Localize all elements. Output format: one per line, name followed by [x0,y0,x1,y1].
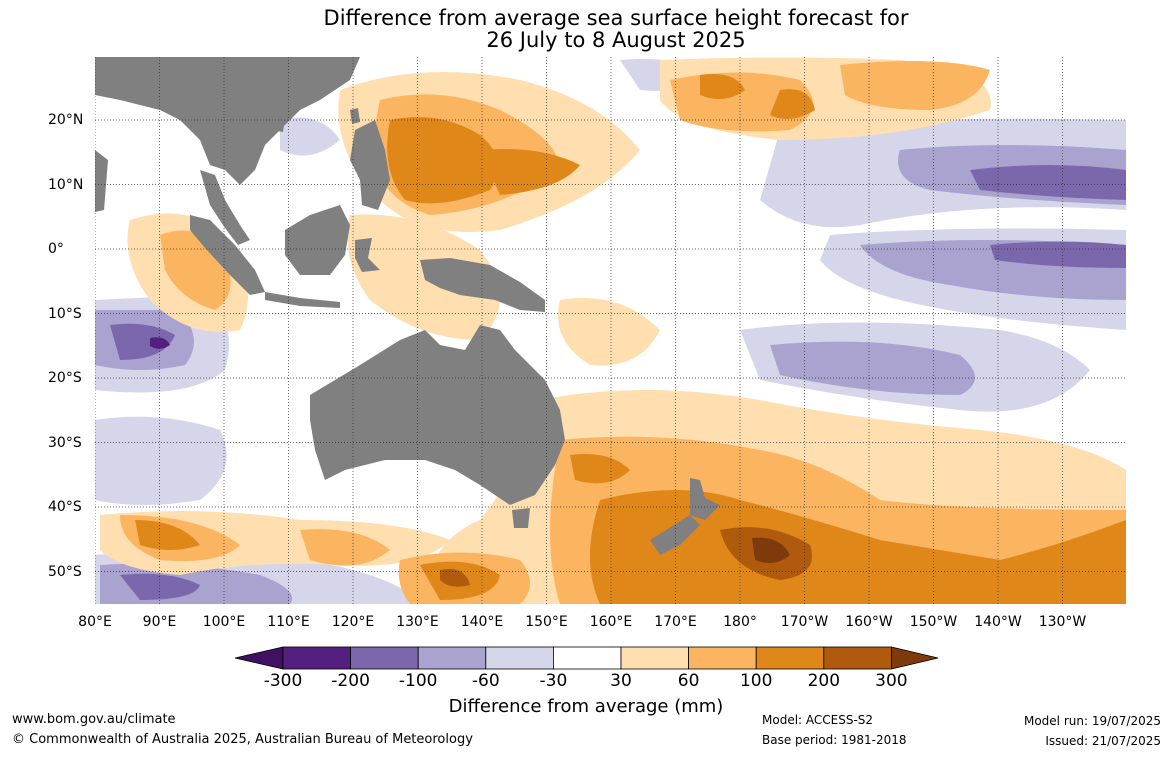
map-title-line1: Difference from average sea surface heig… [323,6,909,30]
issued-date: Issued: 21/07/2025 [1045,734,1161,748]
latitude-label: 30°S [48,434,82,451]
anomaly-darkest-purple [150,337,170,349]
anomaly-dark-orange [570,454,630,484]
anomaly-dark-orange [480,149,580,195]
longitude-label: 160°E [589,614,633,630]
colorbar-segment [417,646,487,670]
longitude-label: 110°E [267,614,310,630]
colorbar-segment [620,646,689,670]
colorbar-arrow-left [234,646,284,670]
latitude-label: 10°S [48,305,82,322]
anomaly-dark-purple [120,573,200,600]
longitude-label: 140°E [460,614,504,630]
anomaly-orange [840,61,990,110]
asia-mainland [95,57,360,185]
anomaly-orange [300,529,390,566]
anomaly-dark-orange [700,74,745,99]
sumatra [190,215,265,295]
latitude-label: 10°N [48,176,84,193]
website-link[interactable]: www.bom.gov.au/climate [12,712,176,727]
colorbar-tick-label: -200 [331,671,370,691]
copyright-text: © Commonwealth of Australia 2025, Austra… [12,732,473,747]
anomaly-light-orange [558,298,660,366]
anomaly-dark-orange [387,117,498,204]
colorbar-tick-label: -30 [539,671,568,691]
java [265,292,340,308]
anomaly-dark-orange [590,490,1126,604]
new-zealand-south [650,515,700,555]
colorbar [234,646,939,670]
anomaly-light-orange [347,214,500,340]
longitude-label: 130°W [1038,614,1087,630]
latitude-label: 20°S [48,370,82,386]
colorbar-tick-label: 100 [739,671,773,691]
anomaly-light-purple [280,117,340,156]
colorbar-segment [282,646,351,670]
anomaly-darkest-brown [752,537,790,564]
anomaly-dark-purple [970,165,1126,200]
model-name: Model: ACCESS-S2 [762,713,874,727]
longitude-label: 180° [723,614,757,630]
longitude-label: 170°E [654,614,697,630]
borneo [285,205,350,275]
model-run-date: Model run: 19/07/2025 [1023,714,1161,728]
longitude-label: 130°E [396,614,439,630]
latitude-label: 40°S [48,499,82,515]
base-period: Base period: 1981-2018 [762,733,907,747]
longitude-label: 150°E [525,614,568,630]
land [95,57,720,555]
longitude-label: 120°E [331,614,375,630]
map-title-line2: 26 July to 8 August 2025 [486,28,746,52]
colorbar-segment [755,646,825,670]
anomaly-dark-purple [990,241,1126,268]
colorbar-tick-label: 300 [875,671,908,691]
indochina-tip [95,150,108,212]
colorbar-segment [823,646,892,670]
anomaly-brown [440,569,470,587]
new-zealand-north [690,478,720,520]
longitude-label: 100°E [202,614,246,630]
colorbar-title: Difference from average (mm) [448,696,724,717]
longitude-label: 170°W [780,614,829,630]
colorbar-segment [350,646,419,670]
colorbar-arrow-right [891,646,939,670]
longitude-label: 160°W [845,614,893,630]
colorbar-segment [688,646,757,670]
longitude-label: 140°W [974,614,1022,630]
latitude-label: 20°N [48,112,84,128]
colorbar-segment [485,646,554,670]
colorbar-tick-label: 30 [610,671,632,691]
tasmania [512,508,530,528]
gridlines [95,57,1126,604]
colorbar-segment [553,646,622,670]
latitude-label: 50°S [48,563,82,580]
longitude-label: 80°E [78,614,112,630]
colorbar-tick-label: -300 [263,671,303,691]
latitude-label: 0° [48,241,64,257]
australia [310,325,565,505]
colorbar-tick-label: -60 [471,671,500,691]
hainan [270,118,285,132]
anomaly-dark-orange [770,89,815,119]
longitude-label: 150°W [909,614,958,630]
colorbar-tick-label: 60 [677,671,700,691]
colorbar-tick-label: -100 [398,671,438,691]
colorbar-tick-label: 200 [807,671,841,691]
anomaly-dark-orange [135,520,200,550]
anomaly-light-purple [95,416,227,505]
philippines [350,120,390,210]
taiwan [350,108,360,124]
new-guinea [420,258,545,312]
sulawesi [355,238,380,272]
anomaly-dark-purple [110,323,175,360]
longitude-label: 90°E [142,614,177,630]
anomaly-mid-purple [770,341,975,395]
malay-peninsula [200,170,250,245]
